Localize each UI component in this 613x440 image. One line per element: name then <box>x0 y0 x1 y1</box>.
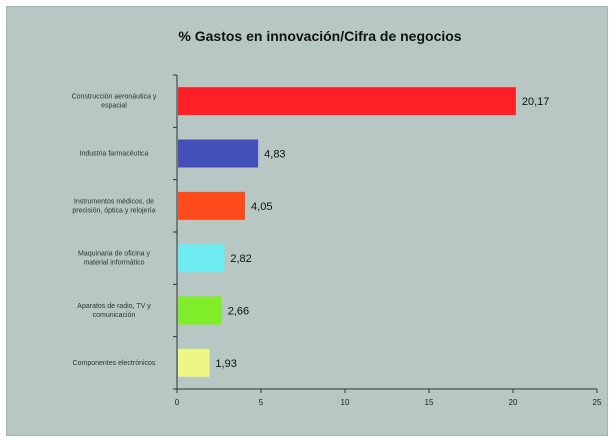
category-label: Maquinaria de oficina y material informát… <box>78 251 150 267</box>
category-label: Construcción aeronáutica y espacial <box>72 94 157 110</box>
bar <box>178 191 246 220</box>
data-label: 4,83 <box>264 149 285 161</box>
bar <box>178 139 259 168</box>
x-tick-label: 20 <box>509 398 518 407</box>
chart-frame: % Gastos en innovación/Cifra de negocios… <box>6 6 608 436</box>
category-label: Componentes electrónicos <box>73 360 156 367</box>
chart-title: % Gastos en innovación/Cifra de negocios <box>178 28 461 44</box>
data-label: 1,93 <box>215 358 236 370</box>
bar <box>178 244 225 273</box>
x-tick-label: 25 <box>593 398 602 407</box>
bar <box>178 348 210 377</box>
x-tick-label: 15 <box>425 398 434 407</box>
data-label: 4,05 <box>251 201 272 213</box>
category-label: Instrumentos médicos, de precisión, óptic… <box>72 198 155 214</box>
x-tick-label: 10 <box>341 398 350 407</box>
x-tick-label: 5 <box>259 398 264 407</box>
bar <box>178 87 516 116</box>
bar <box>178 296 222 325</box>
x-tick-label: 0 <box>175 398 180 407</box>
category-label: Aparatos de radio, TV y comunicación <box>77 303 151 319</box>
data-label: 2,82 <box>230 253 251 265</box>
data-label: 20,17 <box>522 96 550 108</box>
category-label: Industria farmacéutica <box>80 151 149 158</box>
data-label: 2,66 <box>228 306 249 318</box>
bar-chart: % Gastos en innovación/Cifra de negocios… <box>72 28 602 407</box>
